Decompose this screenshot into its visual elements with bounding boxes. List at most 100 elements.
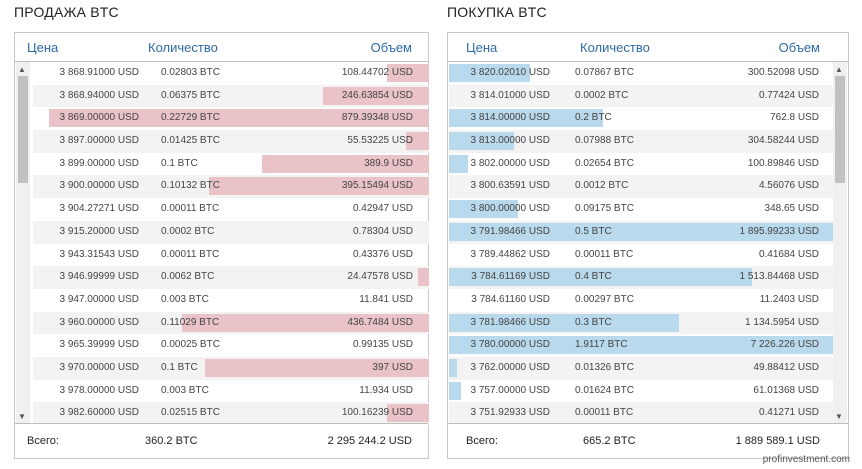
buy-row-price: 3 781.98466 USD [470, 316, 550, 328]
sell-order-row[interactable]: 3 982.60000 USD 0.02515 BTC 100.16239 USD [33, 402, 429, 425]
sell-order-row[interactable]: 3 904.27271 USD 0.00011 BTC 0.42947 USD [33, 198, 429, 221]
buy-row-volume: 4.56076 USD [758, 180, 819, 192]
sell-order-row[interactable]: 3 947.00000 USD 0.003 BTC 11.841 USD [33, 289, 429, 312]
buy-row-price: 3 814.01000 USD [470, 89, 550, 101]
sell-order-row[interactable]: 3 900.00000 USD 0.10132 BTC 395.15494 USD [33, 175, 429, 199]
buy-scroll-thumb[interactable] [835, 76, 845, 183]
sell-order-row[interactable]: 3 868.94000 USD 0.06375 BTC 246.63854 USD [33, 84, 429, 108]
buy-order-row[interactable]: 3 791.98466 USD 0.5 BTC 1 895.99233 USD [449, 220, 833, 244]
buy-order-row[interactable]: 3 813.00000 USD 0.07988 BTC 304.58244 USD [449, 130, 833, 153]
sell-order-row[interactable]: 3 915.20000 USD 0.0002 BTC 0.78304 USD [33, 220, 429, 244]
buy-total-label: Всего: [466, 435, 498, 447]
buy-header-volume[interactable]: Объем [778, 40, 820, 55]
sell-order-row[interactable]: 3 869.00000 USD 0.22729 BTC 879.39348 USD [33, 107, 429, 130]
buy-scrollbar[interactable]: ▲ ▼ [833, 62, 847, 424]
buy-order-row[interactable]: 3 762.00000 USD 0.01326 BTC 49.88412 USD [449, 356, 833, 380]
sell-row-price: 3 970.00000 USD [59, 361, 139, 373]
sell-order-row[interactable]: 3 943.31543 USD 0.00011 BTC 0.43376 USD [33, 244, 429, 267]
sell-order-row[interactable]: 3 868.91000 USD 0.02803 BTC 108.44702 USD [33, 62, 429, 85]
sell-rows: 3 868.91000 USD 0.02803 BTC 108.44702 USD 3… [33, 62, 429, 458]
buy-row-price: 3 757.00000 USD [470, 384, 550, 396]
buy-row-volume: 0.41271 USD [758, 407, 819, 419]
buy-order-row[interactable]: 3 802.00000 USD 0.02654 BTC 100.89846 USD [449, 153, 833, 176]
buy-order-row[interactable]: 3 820.02010 USD 0.07867 BTC 300.52098 USD [449, 62, 833, 85]
buy-totals: Всего: 665.2 BTC 1 889 589.1 USD [448, 423, 848, 458]
buy-row-qty: 0.00297 BTC [575, 293, 634, 305]
sell-row-price: 3 900.00000 USD [59, 180, 139, 192]
sell-row-volume: 246.63854 USD [341, 89, 413, 101]
sell-row-qty: 0.00025 BTC [161, 339, 220, 351]
sell-header-volume[interactable]: Объем [370, 40, 412, 55]
buy-order-row[interactable]: 3 784.61169 USD 0.4 BTC 1 513.84468 USD [449, 266, 833, 289]
sell-title: ПРОДАЖА BTC [14, 4, 119, 20]
sell-row-qty: 0.22729 BTC [161, 112, 220, 124]
buy-order-row[interactable]: 3 800.00000 USD 0.09175 BTC 348.65 USD [449, 198, 833, 221]
sell-row-price: 3 965.39999 USD [59, 339, 139, 351]
scroll-up-icon[interactable]: ▲ [18, 65, 26, 74]
buy-order-row[interactable]: 3 780.00000 USD 1.9117 BTC 7 226.226 USD [449, 334, 833, 357]
buy-order-row[interactable]: 3 789.44862 USD 0.00011 BTC 0.41684 USD [449, 244, 833, 267]
buy-depth-bar [449, 222, 833, 241]
buy-order-row[interactable]: 3 751.92933 USD 0.00011 BTC 0.41271 USD [449, 402, 833, 425]
sell-order-row[interactable]: 3 960.00000 USD 0.11029 BTC 436.7484 USD [33, 311, 429, 335]
buy-order-row[interactable]: 3 800.63591 USD 0.0012 BTC 4.56076 USD [449, 175, 833, 199]
buy-order-row[interactable]: 3 757.00000 USD 0.01624 BTC 61.01368 USD [449, 380, 833, 403]
sell-row-price: 3 897.00000 USD [59, 135, 139, 147]
buy-row-qty: 0.09175 BTC [575, 203, 634, 215]
scroll-down-icon[interactable]: ▼ [18, 412, 26, 421]
sell-row-price: 3 904.27271 USD [59, 203, 139, 215]
sell-row-volume: 0.99135 USD [352, 339, 413, 351]
buy-row-volume: 304.58244 USD [747, 135, 819, 147]
sell-total-qty: 360.2 BTC [145, 435, 198, 447]
sell-depth-bar [49, 109, 429, 128]
sell-order-row[interactable]: 3 978.00000 USD 0.003 BTC 11.934 USD [33, 380, 429, 403]
sell-row-qty: 0.1 BTC [161, 157, 198, 169]
sell-row-qty: 0.0062 BTC [161, 271, 215, 283]
sell-row-volume: 436.7484 USD [347, 316, 413, 328]
sell-row-qty: 0.02515 BTC [161, 407, 220, 419]
sell-order-row[interactable]: 3 899.00000 USD 0.1 BTC 389.9 USD [33, 153, 429, 176]
sell-header-price[interactable]: Цена [27, 40, 59, 55]
sell-order-row[interactable]: 3 970.00000 USD 0.1 BTC 397 USD [33, 356, 429, 380]
buy-header-qty[interactable]: Количество [580, 40, 650, 55]
buy-row-volume: 11.2403 USD [759, 293, 819, 305]
sell-row-qty: 0.00011 BTC [161, 248, 220, 260]
watermark-text: profinvestment.com [762, 454, 850, 465]
sell-total-volume: 2 295 244.2 USD [327, 435, 412, 447]
buy-row-qty: 0.01624 BTC [575, 384, 634, 396]
sell-order-row[interactable]: 3 946.99999 USD 0.0062 BTC 24.47578 USD [33, 266, 429, 289]
buy-table-header: Цена Количество Объем [448, 33, 848, 62]
buy-depth-bar [449, 381, 461, 400]
sell-row-price: 3 915.20000 USD [59, 225, 139, 237]
sell-scrollbar[interactable]: ▲ ▼ [16, 62, 30, 424]
buy-depth-bar [449, 313, 679, 332]
sell-depth-bar [182, 313, 429, 332]
sell-row-price: 3 868.91000 USD [59, 67, 139, 78]
buy-row-price: 3 789.44862 USD [470, 248, 550, 260]
sell-row-price: 3 960.00000 USD [59, 316, 139, 328]
buy-order-row[interactable]: 3 781.98466 USD 0.3 BTC 1 134.5954 USD [449, 311, 833, 335]
sell-row-price: 3 869.00000 USD [59, 112, 139, 124]
sell-row-volume: 0.43376 USD [352, 248, 413, 260]
buy-row-volume: 7 226.226 USD [750, 339, 819, 351]
buy-order-row[interactable]: 3 814.00000 USD 0.2 BTC 762.8 USD [449, 107, 833, 130]
sell-row-volume: 24.47578 USD [347, 271, 413, 283]
buy-order-row[interactable]: 3 784.61160 USD 0.00297 BTC 11.2403 USD [449, 289, 833, 312]
buy-header-price[interactable]: Цена [466, 40, 498, 55]
buy-depth-bar [449, 132, 514, 151]
sell-row-volume: 389.9 USD [364, 157, 413, 169]
buy-row-qty: 0.3 BTC [575, 316, 612, 328]
buy-order-row[interactable]: 3 814.01000 USD 0.0002 BTC 0.77424 USD [449, 84, 833, 108]
scroll-up-icon[interactable]: ▲ [835, 65, 843, 74]
sell-scroll-thumb[interactable] [18, 76, 28, 183]
buy-depth-bar [449, 336, 833, 355]
buy-depth-bar [449, 268, 752, 287]
sell-row-volume: 100.16239 USD [341, 407, 413, 419]
sell-order-row[interactable]: 3 897.00000 USD 0.01425 BTC 55.53225 USD [33, 130, 429, 153]
sell-order-row[interactable]: 3 965.39999 USD 0.00025 BTC 0.99135 USD [33, 334, 429, 357]
sell-row-qty: 0.01425 BTC [161, 135, 220, 147]
buy-row-price: 3 791.98466 USD [470, 225, 550, 237]
sell-header-qty[interactable]: Количество [148, 40, 218, 55]
sell-row-volume: 395.15494 USD [341, 180, 413, 192]
scroll-down-icon[interactable]: ▼ [835, 412, 843, 421]
